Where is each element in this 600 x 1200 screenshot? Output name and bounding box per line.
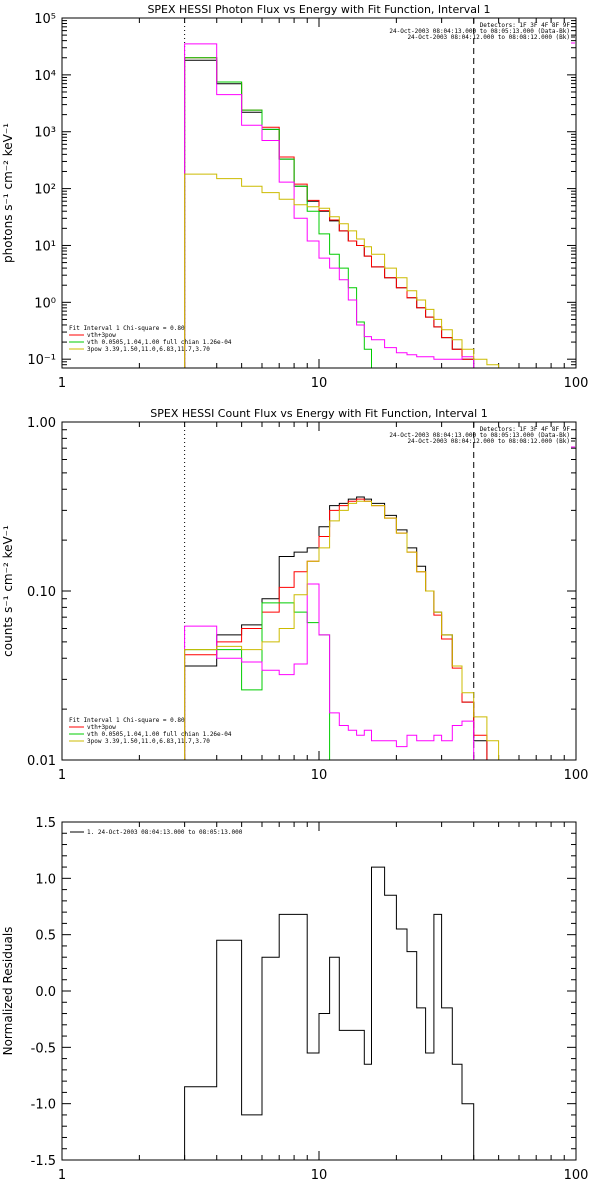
series-line-0 (184, 866, 475, 1160)
y-tick-label: -1.0 (31, 1098, 56, 1113)
fit-line: 3pow 3.39,1.50,11.0,6.83,11.7,3.70 (87, 346, 210, 353)
series-line-4 (184, 173, 500, 368)
info-line: 24-Oct-2003 08:04:13.000 to 08:05:13.000… (389, 432, 570, 439)
y-tick-label: 0.0 (35, 985, 56, 1000)
y-tick-label: 10³ (34, 126, 56, 141)
fit-line: Fit Interval 1 Chi-square = 0.80 (69, 325, 185, 332)
y-tick-label: 1.0 (35, 872, 56, 887)
x-tick-label: 100 (564, 376, 589, 391)
y-tick-label: 10⁵ (34, 12, 56, 27)
fit-line: vth+3pow (87, 724, 116, 731)
x-tick-label: 1 (58, 376, 66, 391)
residuals-panel: Normalized Residuals 1 10 100 -1.5 -1.0 -0.5 0.… (1, 816, 588, 1183)
y-tick-label: -0.5 (31, 1041, 56, 1056)
y-tick-label: -1.5 (31, 1154, 56, 1169)
series-line-2 (184, 57, 385, 368)
info-line: 24-Oct-2003 08:04:13.000 to 08:05:13.000… (389, 28, 570, 35)
y-tick-label: 0.5 (35, 929, 56, 944)
y-axis-label: photons s⁻¹ cm⁻² keV⁻¹ (1, 123, 15, 263)
series-line-3 (184, 583, 475, 760)
axes-box (61, 421, 577, 761)
x-tick-label: 100 (564, 768, 589, 783)
y-tick-label: 10⁰ (34, 296, 56, 311)
x-tick-label: 10 (311, 768, 328, 783)
y-axis-label: Normalized Residuals (1, 927, 15, 1056)
y-tick-label: 10¹ (34, 239, 56, 254)
axes-box (61, 17, 577, 369)
legend-label: 1. 24-Oct-2003 08:04:13.000 to 08:05:13.… (87, 829, 243, 836)
fit-line: 3pow 3.39,1.50,11.0,6.83,11.7,3.70 (87, 738, 210, 745)
info-line: 24-Oct-2003 08:04:12.000 to 08:08:12.000… (407, 438, 570, 445)
y-tick-label: 10⁻¹ (27, 353, 56, 368)
info-line: Detectors: 1F 3F 4F 8F 9F (480, 22, 571, 29)
series-group (184, 496, 510, 760)
series-group (184, 866, 475, 1160)
x-tick-label: 100 (564, 1168, 589, 1183)
series-group (184, 43, 500, 368)
series-line-2 (184, 602, 331, 760)
fit-line: Fit Interval 1 Chi-square = 0.80 (69, 717, 185, 724)
series-line-3 (184, 43, 475, 368)
y-tick-label: 1.00 (27, 416, 56, 431)
fit-line: vth 0.0505,1.04,1.00 full chian 1.26e-04 (87, 731, 232, 738)
info-line: 24-Oct-2003 08:04:12.000 to 08:08:12.000… (407, 34, 570, 41)
y-tick-label: 0.01 (27, 754, 56, 769)
axes-box (61, 821, 577, 1161)
count-flux-panel: SPEX HESSI Count Flux vs Energy with Fit… (1, 407, 588, 783)
x-tick-label: 10 (311, 376, 328, 391)
y-tick-label: 0.10 (27, 585, 56, 600)
chart-title: SPEX HESSI Photon Flux vs Energy with Fi… (147, 3, 490, 16)
x-tick-label: 10 (311, 1168, 328, 1183)
x-tick-label: 1 (58, 1168, 66, 1183)
y-tick-label: 10⁴ (34, 69, 56, 84)
fit-line: vth+3pow (87, 332, 116, 339)
photon-flux-panel: SPEX HESSI Photon Flux vs Energy with Fi… (1, 3, 588, 391)
x-tick-label: 1 (58, 768, 66, 783)
info-line: Detectors: 1F 3F 4F 8F 9F (480, 426, 571, 433)
chart-title: SPEX HESSI Count Flux vs Energy with Fit… (150, 407, 487, 420)
fit-line: vth 0.0505,1.04,1.00 full chian 1.26e-04 (87, 339, 232, 346)
y-tick-label: 1.5 (35, 816, 56, 831)
y-tick-label: 10² (34, 183, 56, 198)
y-axis-label: counts s⁻¹ cm⁻² keV⁻¹ (1, 525, 15, 657)
series-line-4 (184, 500, 510, 760)
